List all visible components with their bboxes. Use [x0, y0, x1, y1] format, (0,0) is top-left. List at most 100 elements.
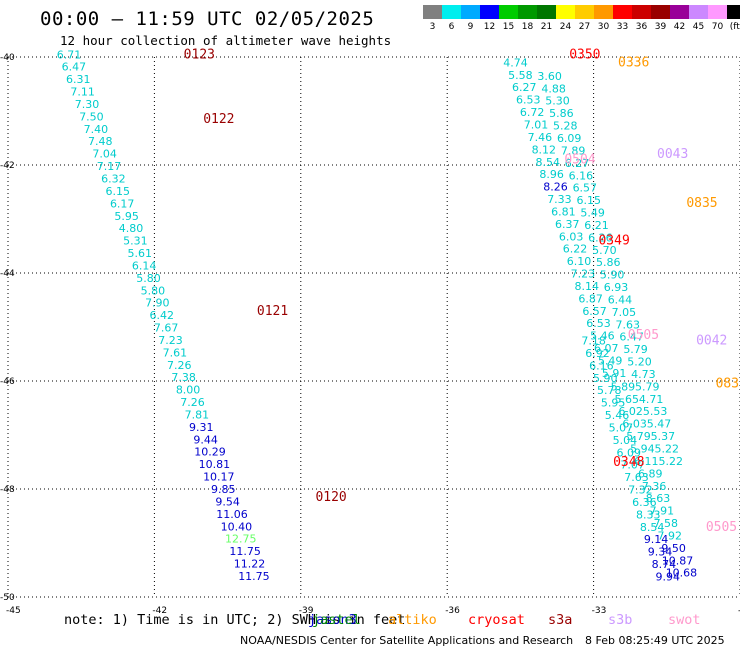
track-time-label: 083	[716, 377, 739, 392]
swh-value: 9.14	[644, 533, 669, 546]
swh-value: 8.26	[543, 181, 568, 194]
swh-value: 5.86	[549, 107, 574, 120]
swh-value: 7.81	[185, 408, 210, 421]
scale-swatch-color	[556, 5, 575, 19]
scale-swatch-color	[423, 5, 442, 19]
swh-value: 7.33	[547, 193, 572, 206]
scale-swatch: 27	[575, 5, 594, 32]
y-tick-label: -40	[0, 53, 15, 63]
swh-value: 5.90	[600, 269, 625, 282]
swh-value: 5.37	[651, 430, 676, 443]
scale-swatch-label: 3	[429, 22, 436, 32]
track-time-label: 0042	[696, 334, 727, 349]
swh-value: 4.88	[541, 82, 566, 95]
swh-value: 6.72	[520, 106, 545, 119]
swh-value: 6.32	[101, 173, 126, 186]
scale-swatch: 12	[480, 5, 499, 32]
scale-swatch-label: 33	[616, 22, 629, 32]
swh-value: 9.31	[189, 421, 214, 434]
swh-value: 5.90	[593, 372, 618, 385]
swh-value: 3.60	[537, 70, 562, 83]
scale-swatch: 70	[708, 5, 727, 32]
scale-swatch-color	[670, 5, 689, 19]
swh-value: 5.49	[580, 207, 605, 220]
swh-value: 6.53	[586, 317, 611, 330]
swh-value: 6.87	[578, 292, 603, 305]
swh-value: 6.93	[604, 281, 629, 294]
track-time-label: 0348	[613, 455, 644, 470]
swh-value: 10.29	[194, 446, 226, 459]
swh-value: 9.54	[215, 495, 240, 508]
swh-value: 5.70	[592, 244, 617, 257]
scale-swatch-color	[689, 5, 708, 19]
x-tick-label: -42	[152, 606, 167, 616]
swh-value: 8.33	[636, 508, 661, 521]
swh-value: 7.18	[581, 335, 606, 348]
x-tick-label: -39	[299, 606, 314, 616]
scale-swatch-color	[442, 5, 461, 19]
scale-swatch: 36	[632, 5, 651, 32]
swh-value: 5.22	[655, 443, 680, 456]
scale-swatch: 21	[537, 5, 556, 32]
scale-swatch: 9	[461, 5, 480, 32]
legend-item-altiko: altiko	[388, 612, 437, 628]
scale-swatch: 30	[594, 5, 613, 32]
track-time-label: 0043	[657, 147, 688, 162]
swh-value: 5.31	[123, 235, 148, 248]
scale-swatch-color	[480, 5, 499, 19]
swh-value: 5.49	[598, 354, 623, 367]
track-time-label: 0349	[598, 234, 629, 249]
track-time-label: 0121	[257, 304, 288, 319]
track-time-label: 0122	[203, 112, 234, 127]
swh-value: 7.50	[79, 110, 104, 123]
swh-value: 7.63	[624, 471, 649, 484]
swh-value: 6.07	[594, 342, 619, 355]
swh-value: 8.54	[640, 521, 665, 534]
swh-value: 6.15	[106, 185, 131, 198]
swh-value: 7.11	[70, 86, 95, 99]
swh-value: 7.04	[92, 148, 117, 161]
swh-value: 5.47	[647, 418, 672, 431]
swh-value: 7.38	[171, 371, 196, 384]
swh-value: 10.68	[666, 567, 698, 580]
swh-value: 7.91	[650, 505, 675, 518]
track-time-label: 0120	[315, 490, 346, 505]
swh-value: 10.17	[203, 471, 235, 484]
scale-swatch-color	[499, 5, 518, 19]
scale-swatch-label: 70	[711, 22, 724, 32]
swh-value: 8.74	[652, 558, 677, 571]
swh-value: 6.03	[559, 230, 584, 243]
swh-value: 11.06	[216, 508, 248, 521]
scale-swatch-label: 12	[483, 22, 496, 32]
scale-swatch-label: 36	[635, 22, 648, 32]
swh-value: 11.22	[234, 558, 266, 571]
swh-value: 6.36	[632, 496, 657, 509]
swh-value: 5.04	[613, 434, 638, 447]
x-tick-label: -36	[445, 606, 460, 616]
swh-value: 6.09	[616, 446, 641, 459]
swh-value: 6.53	[516, 94, 541, 107]
swh-value: 4.71	[639, 393, 664, 406]
swh-value: 6.22	[563, 243, 588, 256]
scale-swatch: 24	[556, 5, 575, 32]
swh-value: 5.86	[596, 256, 621, 269]
swh-value: 10.40	[221, 520, 253, 533]
swh-value: 8.96	[539, 168, 564, 181]
swh-value: 5.78	[597, 384, 622, 397]
swh-value: 6.47	[62, 61, 87, 74]
scale-swatch-label: 27	[578, 22, 591, 32]
swh-value: 6.27	[512, 81, 537, 94]
legend-item-cryosat: cryosat	[468, 612, 525, 628]
swh-value: 4.74	[503, 56, 528, 69]
legend-item-s3b: s3b	[608, 612, 633, 628]
swh-value: 9.44	[193, 433, 218, 446]
swh-value: 6.09	[557, 132, 582, 145]
swh-value: 8.14	[575, 280, 600, 293]
swh-value: 8.63	[646, 492, 671, 505]
swh-value: 4.73	[631, 368, 656, 381]
swh-value: 5.46	[605, 409, 630, 422]
swh-value: 6.81	[551, 205, 576, 218]
swh-value: 6.16	[569, 169, 594, 182]
